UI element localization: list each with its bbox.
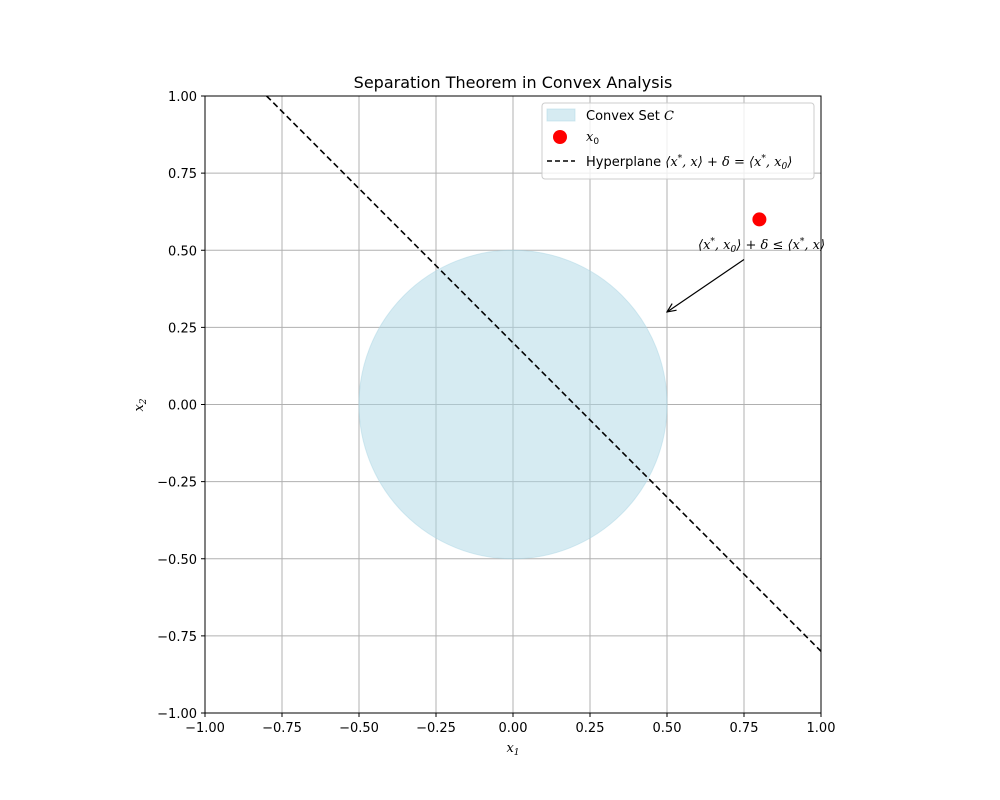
y-tick-label: 0.75 (168, 167, 197, 182)
x-tick-label: 0.50 (653, 721, 682, 736)
annotation: ⟨x*, x0⟩ + δ ≤ ⟨x*, x⟩ (667, 237, 825, 312)
hyperplane-line (266, 96, 821, 652)
x-tick-label: −0.50 (339, 721, 379, 736)
y-tick-label: 0.00 (168, 399, 197, 414)
plot-area (266, 96, 821, 652)
legend-swatch-convex-set (546, 108, 576, 122)
x-tick-label: 1.00 (807, 721, 836, 736)
y-tick-label: 0.25 (168, 321, 197, 336)
y-tick-label: −0.50 (157, 553, 197, 568)
x-tick-label: 0.00 (499, 721, 528, 736)
y-tick-label: −1.00 (157, 707, 197, 722)
x-axis-label: x1 (506, 741, 519, 758)
legend: Convex Set C x0 Hyperplane ⟨x*, x⟩ + δ =… (541, 102, 815, 180)
chart-title: Separation Theorem in Convex Analysis (354, 73, 673, 92)
x-tick-label: 0.75 (730, 721, 759, 736)
y-tick-label: −0.75 (157, 630, 197, 645)
axis-ticks: −1.00 −0.75 −0.50 −0.25 0.00 0.25 0.50 0.75 1.00… (157, 90, 835, 736)
legend-box (541, 102, 815, 180)
legend-marker-x0 (553, 130, 567, 144)
y-tick-label: 1.00 (168, 90, 197, 105)
x-tick-label: 0.25 (576, 721, 605, 736)
legend-label-hyperplane: Hyperplane ⟨x*, x⟩ + δ = ⟨x*, x0⟩ (586, 154, 792, 172)
y-tick-label: −0.25 (157, 476, 197, 491)
legend-label-x0: x0 (586, 130, 599, 147)
legend-label-convex-set: Convex Set C (586, 109, 674, 124)
y-tick-label: 0.50 (168, 244, 197, 259)
x-tick-label: −0.75 (262, 721, 302, 736)
x-tick-label: −0.25 (416, 721, 456, 736)
point-x0 (752, 212, 767, 227)
convex-set-circle (358, 249, 668, 560)
x-tick-label: −1.00 (185, 721, 225, 736)
annotation-arrow (667, 259, 745, 312)
y-axis-label: x2 (132, 398, 149, 411)
annotation-text: ⟨x*, x0⟩ + δ ≤ ⟨x*, x⟩ (698, 237, 825, 255)
